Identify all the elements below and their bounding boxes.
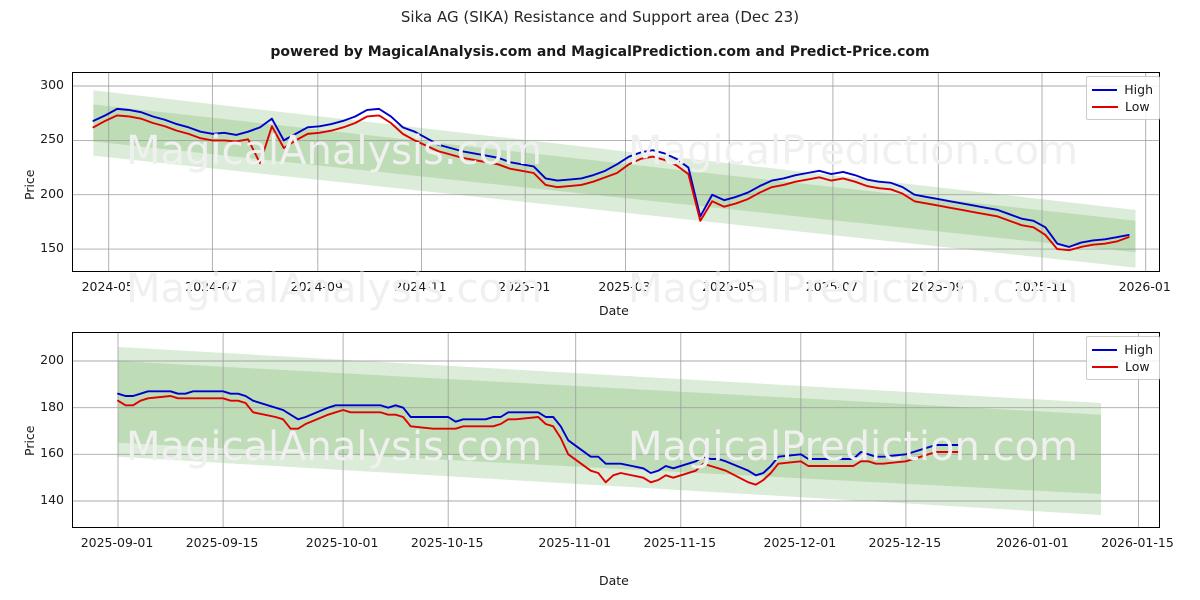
y-tick-label: 180: [40, 398, 64, 414]
x-tick-label: 2025-11: [1014, 279, 1068, 294]
x-tick-label: 2025-10-15: [410, 535, 484, 550]
x-tick-label: 2025-09-01: [80, 535, 154, 550]
legend-label-low: Low: [1125, 359, 1150, 374]
upper-plot-area[interactable]: [72, 72, 1160, 272]
x-tick-label: 2025-10-01: [305, 535, 379, 550]
legend-swatch-low: [1092, 105, 1118, 108]
lower-plot-svg: [73, 333, 1159, 527]
lower-plot-area[interactable]: [72, 332, 1160, 528]
x-tick-label: 2025-07: [805, 279, 858, 294]
x-tick-label: 2026-01-15: [1101, 535, 1174, 550]
y-tick-label: 150: [40, 240, 64, 256]
x-tick-label: 2025-09-15: [185, 535, 259, 550]
x-tick-label: 2026-01: [1118, 279, 1171, 294]
y-tick-label: 160: [40, 445, 64, 461]
y-tick-label: 140: [40, 492, 64, 507]
x-tick-label: 2025-03: [598, 279, 651, 294]
y-tick-label: 300: [40, 77, 64, 93]
x-tick-label: 2024-09: [290, 279, 343, 294]
x-tick-label: 2025-11-15: [643, 535, 717, 550]
legend-item-high[interactable]: High: [1092, 81, 1153, 98]
x-tick-label: 2025-05: [702, 279, 755, 294]
x-tick-label: 2025-12-15: [868, 535, 942, 550]
legend-swatch-low: [1092, 365, 1118, 368]
page-subtitle: powered by MagicalAnalysis.com and Magic…: [270, 44, 930, 60]
upper-plot-svg: [73, 73, 1159, 271]
legend-swatch-high: [1092, 348, 1118, 351]
legend-item-low[interactable]: Low: [1092, 98, 1153, 115]
page-title: Sika AG (SIKA) Resistance and Support ar…: [400, 8, 800, 26]
x-tick-label: 2024-07: [185, 279, 238, 294]
legend-label-high: High: [1124, 82, 1153, 97]
x-tick-label: 2025-11-01: [538, 535, 612, 550]
upper-chart-legend[interactable]: High Low: [1086, 76, 1160, 120]
legend-label-low: Low: [1125, 99, 1150, 114]
legend-item-high[interactable]: High: [1092, 341, 1153, 358]
lower-chart-legend[interactable]: High Low: [1086, 336, 1160, 380]
x-tick-label: 2026-01-01: [996, 535, 1069, 550]
x-tick-label: 2024-05: [81, 279, 134, 294]
y-tick-label: 250: [40, 131, 64, 147]
legend-swatch-high: [1092, 88, 1118, 91]
x-tick-label: 2024-11: [394, 279, 447, 294]
legend-item-low[interactable]: Low: [1092, 358, 1153, 375]
x-tick-label: 2025-12-01: [763, 535, 837, 550]
lower-x-axis-label: Date: [599, 573, 629, 588]
upper-x-axis-label: Date: [599, 303, 629, 318]
x-tick-label: 2025-01: [498, 279, 551, 294]
x-tick-label: 2025-09: [911, 279, 964, 294]
legend-label-high: High: [1124, 342, 1153, 357]
y-tick-label: 200: [40, 185, 64, 201]
y-tick-label: 200: [40, 352, 64, 367]
